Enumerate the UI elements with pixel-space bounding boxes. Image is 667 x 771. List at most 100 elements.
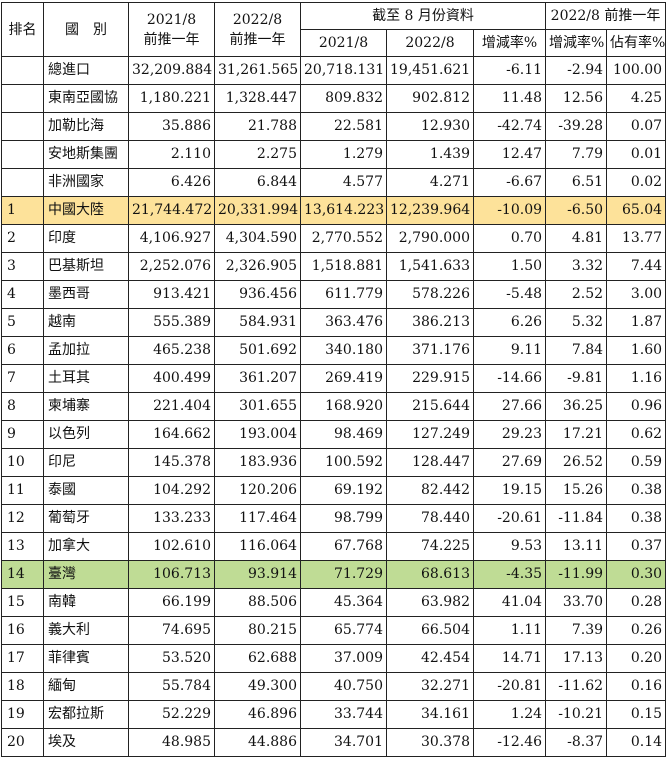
trailing-change-rate: 5.32 (545, 308, 608, 337)
trailing-change-rate: 26.52 (545, 448, 608, 477)
value-2022-ytd: 68.613 (386, 560, 474, 589)
rank-cell: 14 (1, 560, 44, 589)
country-cell: 臺灣 (43, 560, 129, 589)
table-row: 18 緬甸 55.784 49.300 40.750 32.271 -20.81 -11.62… (1, 672, 667, 701)
rank-cell: 6 (1, 336, 44, 365)
share-rate: 0.16 (606, 672, 667, 701)
value-2022-ytd: 30.378 (386, 728, 474, 757)
trailing-change-rate: 7.79 (545, 140, 608, 169)
value-2022-ytd: 578.226 (386, 280, 474, 309)
value-2022-trailing: 936.456 (214, 280, 301, 309)
value-2022-ytd: 34.161 (386, 700, 474, 729)
share-rate: 0.30 (606, 560, 667, 589)
value-2021-ytd: 98.799 (300, 504, 387, 533)
country-cell: 加勒比海 (43, 112, 129, 141)
table-row: 14 臺灣 106.713 93.914 71.729 68.613 -4.35 -11.99… (1, 560, 667, 589)
ytd-change-rate: 14.71 (472, 644, 547, 673)
value-2022-trailing: 501.692 (214, 336, 301, 365)
value-2021-ytd: 611.779 (300, 280, 387, 309)
value-2021-ytd: 69.192 (300, 476, 387, 505)
rank-cell: 20 (1, 728, 44, 757)
share-rate: 0.15 (606, 700, 667, 729)
header-ytd-2021: 2021/8 (300, 29, 387, 57)
ytd-change-rate: 41.04 (472, 588, 547, 617)
value-2021-trailing: 48.985 (128, 728, 215, 757)
country-cell: 中國大陸 (43, 196, 129, 225)
country-cell: 宏都拉斯 (43, 700, 129, 729)
value-2022-trailing: 80.215 (214, 616, 301, 645)
table-row: 13 加拿大 102.610 116.064 67.768 74.225 9.53 13.11… (1, 532, 667, 561)
share-rate: 1.16 (606, 364, 667, 393)
ytd-change-rate: -10.09 (472, 196, 547, 225)
trailing-change-rate: -11.62 (545, 672, 608, 701)
trailing-change-rate: 12.56 (545, 84, 608, 113)
share-rate: 0.02 (606, 168, 667, 197)
rank-cell: 9 (1, 420, 44, 449)
header-group-trailing: 2022/8 前推一年 (545, 2, 667, 30)
table-row: 總進口 32,209.884 31,261.565 20,718.131 19,451.… (1, 56, 667, 85)
country-cell: 印度 (43, 224, 129, 253)
value-2021-trailing: 555.389 (128, 308, 215, 337)
value-2022-trailing: 301.655 (214, 392, 301, 421)
trailing-change-rate: 17.21 (545, 420, 608, 449)
ytd-change-rate: 9.11 (472, 336, 547, 365)
trailing-change-rate: -11.84 (545, 504, 608, 533)
value-2022-trailing: 6.844 (214, 168, 301, 197)
value-2022-ytd: 12.930 (386, 112, 474, 141)
country-cell: 墨西哥 (43, 280, 129, 309)
value-2021-trailing: 35.886 (128, 112, 215, 141)
trailing-change-rate: -9.81 (545, 364, 608, 393)
country-cell: 南韓 (43, 588, 129, 617)
table-row: 8 柬埔寨 221.404 301.655 168.920 215.644 27.66 36.… (1, 392, 667, 421)
rank-cell (1, 168, 44, 197)
value-2022-trailing: 46.896 (214, 700, 301, 729)
value-2022-trailing: 116.064 (214, 532, 301, 561)
value-2022-ytd: 902.812 (386, 84, 474, 113)
trailing-change-rate: 36.25 (545, 392, 608, 421)
value-2021-ytd: 1,518.881 (300, 252, 387, 281)
rank-cell: 7 (1, 364, 44, 393)
table-row: 10 印尼 145.378 183.936 100.592 128.447 27.69 26.… (1, 448, 667, 477)
value-2022-ytd: 127.249 (386, 420, 474, 449)
country-cell: 總進口 (43, 56, 129, 85)
rank-cell: 19 (1, 700, 44, 729)
header-col2-year: 2022/8 (232, 11, 283, 28)
value-2022-trailing: 1,328.447 (214, 84, 301, 113)
trailing-change-rate: 15.26 (545, 476, 608, 505)
value-2022-ytd: 63.982 (386, 588, 474, 617)
table-row: 6 孟加拉 465.238 501.692 340.180 371.176 9.11 7.84… (1, 336, 667, 365)
ytd-change-rate: -4.35 (472, 560, 547, 589)
header-country: 國 別 (43, 2, 129, 57)
country-cell: 緬甸 (43, 672, 129, 701)
rank-cell: 5 (1, 308, 44, 337)
value-2021-ytd: 65.774 (300, 616, 387, 645)
table-row: 19 宏都拉斯 52.229 46.896 33.744 34.161 1.24 -10.21… (1, 700, 667, 729)
value-2021-ytd: 4.577 (300, 168, 387, 197)
value-2021-ytd: 71.729 (300, 560, 387, 589)
trailing-change-rate: 33.70 (545, 588, 608, 617)
header-col2: 2022/8 前推一年 (214, 2, 301, 57)
rank-cell (1, 140, 44, 169)
rank-cell: 13 (1, 532, 44, 561)
header-group-ytd: 截至 8 月份資料 (299, 2, 547, 30)
country-cell: 非洲國家 (43, 168, 129, 197)
value-2021-ytd: 809.832 (300, 84, 387, 113)
value-2022-ytd: 32.271 (386, 672, 474, 701)
rank-cell: 1 (1, 196, 44, 225)
value-2021-ytd: 45.364 (300, 588, 387, 617)
value-2022-trailing: 31,261.565 (214, 56, 301, 85)
value-2022-trailing: 21.788 (214, 112, 301, 141)
table-row: 20 埃及 48.985 44.886 34.701 30.378 -12.46 -8.37 0… (1, 728, 667, 757)
value-2022-ytd: 19,451.621 (386, 56, 474, 85)
share-rate: 0.38 (606, 504, 667, 533)
ytd-change-rate: 9.53 (472, 532, 547, 561)
value-2021-ytd: 100.592 (300, 448, 387, 477)
value-2021-ytd: 67.768 (300, 532, 387, 561)
value-2022-ytd: 215.644 (386, 392, 474, 421)
ytd-change-rate: 1.11 (472, 616, 547, 645)
rank-cell: 17 (1, 644, 44, 673)
header-rank: 排名 (1, 2, 44, 57)
rank-cell: 4 (1, 280, 44, 309)
value-2021-trailing: 913.421 (128, 280, 215, 309)
table-row: 安地斯集團 2.110 2.275 1.279 1.439 12.47 7.79 0.01 (1, 140, 667, 169)
